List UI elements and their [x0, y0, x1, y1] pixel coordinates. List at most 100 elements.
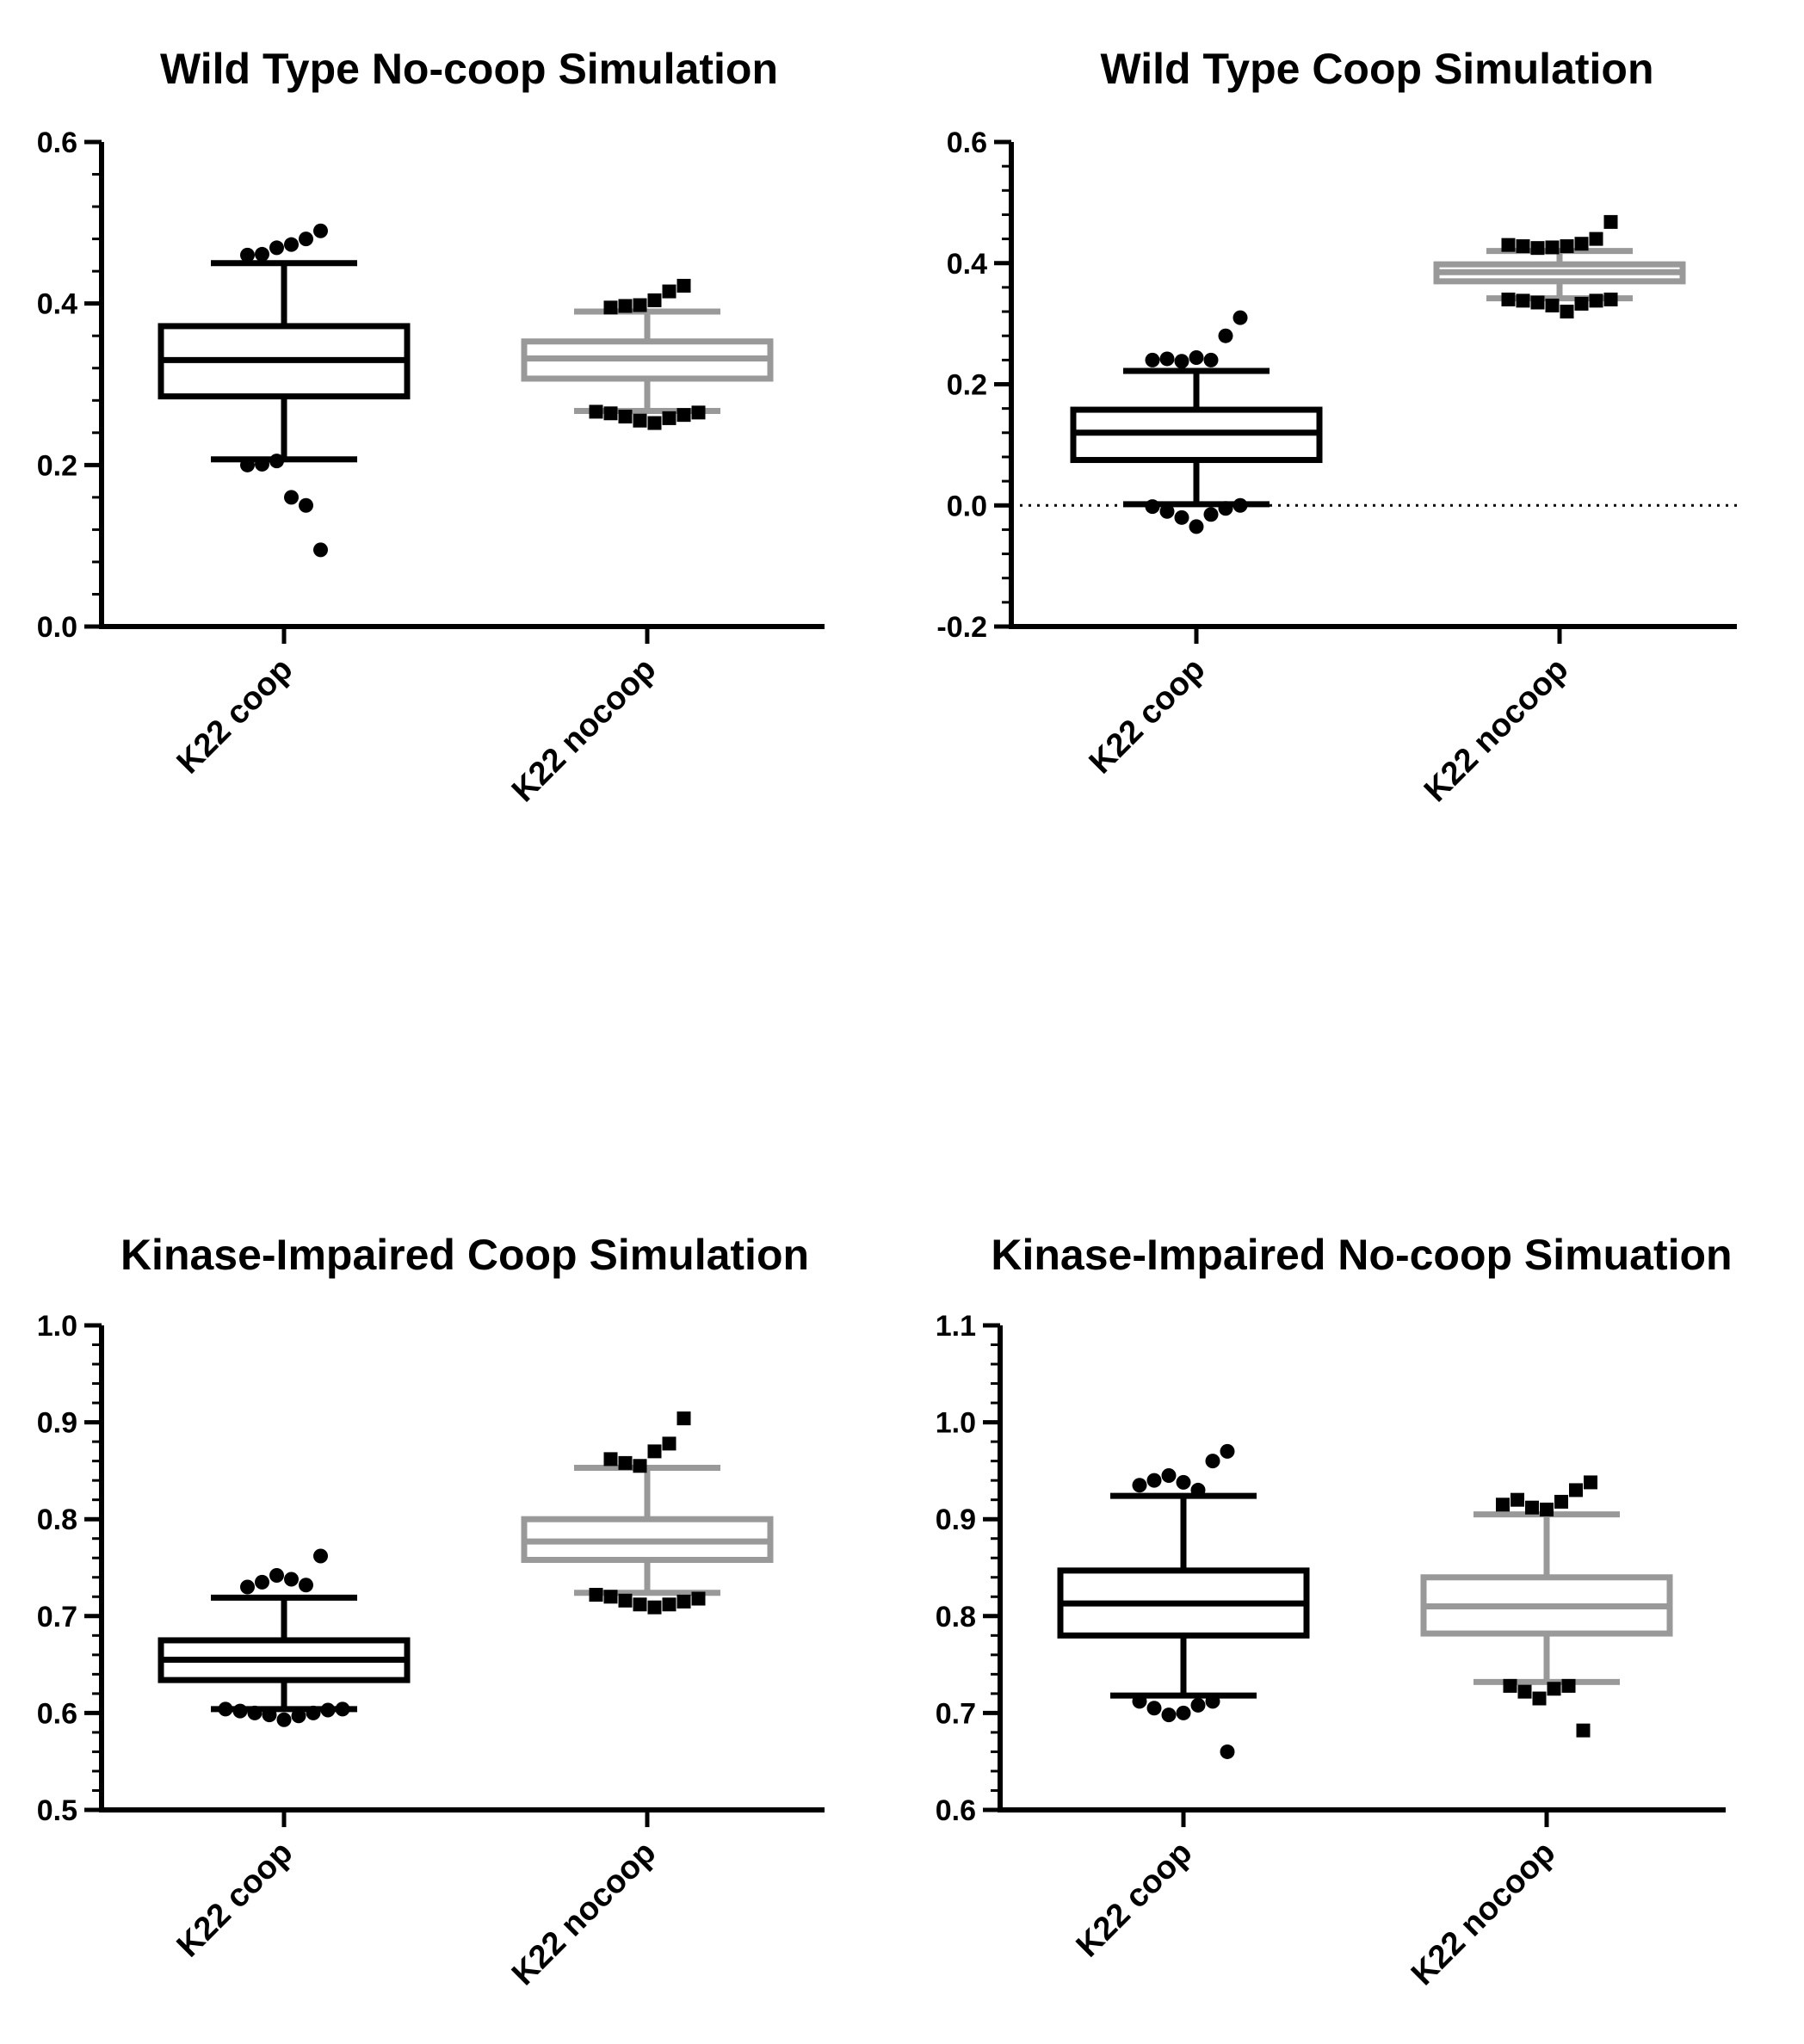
x-category-label: K22 nocoop: [505, 651, 663, 809]
y-tick-label: 0.8: [37, 1504, 77, 1536]
outlier-point: [1525, 1500, 1539, 1515]
box-plot-k22-coop: [158, 1548, 411, 1727]
y-tick-label: 0.0: [37, 611, 77, 644]
y-tick-label: 0.0: [947, 490, 987, 522]
outlier-point: [1174, 354, 1189, 369]
x-category-label: K22 nocoop: [1405, 1835, 1562, 1992]
outlier-point: [1576, 1723, 1591, 1738]
box-plot-k22-nocoop: [1420, 1475, 1673, 1738]
outlier-point: [1532, 1691, 1547, 1706]
outlier-point: [1220, 1744, 1235, 1759]
outlier-point: [1174, 509, 1189, 525]
y-tick-label: 0.5: [37, 1794, 77, 1827]
outlier-point: [284, 490, 299, 505]
outlier-point: [1159, 503, 1175, 519]
outlier-point: [299, 497, 313, 513]
outlier-point: [618, 1593, 633, 1608]
outlier-point: [603, 300, 618, 315]
box-plot-k22-coop: [158, 223, 411, 558]
outlier-point: [618, 410, 633, 424]
y-tick-label: 0.7: [936, 1697, 976, 1730]
x-category-label: K22 coop: [1070, 1835, 1200, 1965]
outlier-point: [1574, 296, 1589, 311]
x-category-label: K22 nocoop: [505, 1835, 663, 1992]
outlier-point: [313, 1548, 328, 1564]
outlier-point: [676, 1411, 691, 1426]
outlier-point: [306, 1705, 321, 1720]
chart-title: Wild Type No-coop Simulation: [160, 45, 778, 93]
outlier-point: [1233, 497, 1248, 513]
outlier-point: [255, 456, 269, 472]
outlier-point: [1584, 1475, 1597, 1490]
y-tick-label: 0.6: [37, 1697, 77, 1730]
box-plot-k22-nocoop: [1433, 214, 1686, 319]
chart-panel-3: Kinase-Impaired Coop Simulation 0.5 0.6 0.7…: [37, 1231, 825, 1992]
outlier-point: [1501, 292, 1516, 306]
outlier-point: [335, 1701, 350, 1717]
outlier-point: [647, 1444, 662, 1459]
outlier-point: [240, 247, 255, 262]
outlier-point: [1176, 1474, 1191, 1490]
outlier-point: [255, 246, 269, 262]
outlier-point: [1218, 501, 1233, 516]
outlier-point: [1516, 293, 1530, 308]
outlier-point: [269, 240, 284, 256]
y-tick-label: 0.6: [936, 1794, 976, 1827]
outlier-point: [633, 1597, 647, 1612]
box-plot-k22-coop: [1057, 1443, 1310, 1759]
chart-title: Kinase-Impaired Coop Simulation: [120, 1231, 809, 1279]
outlier-point: [1560, 239, 1574, 254]
outlier-point: [633, 1459, 647, 1473]
outlier-point: [1176, 1705, 1191, 1720]
outlier-point: [1603, 214, 1618, 229]
box-plot-k22-coop: [1070, 310, 1323, 534]
chart-panel-4: Kinase-Impaired No-coop Simuation 0.6 0.7 0…: [936, 1231, 1733, 1992]
outlier-point: [313, 223, 328, 238]
y-tick-label: 0.6: [947, 127, 987, 159]
chart-panel-2: Wild Type Coop Simulation -0.2 0.0 0.2 0.4 0.…: [936, 45, 1737, 809]
outlier-point: [240, 1579, 255, 1595]
box-plot-k22-nocoop: [521, 1411, 774, 1615]
outlier-point: [320, 1702, 336, 1718]
outlier-point: [313, 542, 328, 558]
y-tick-label: -0.2: [936, 611, 987, 644]
outlier-point: [1205, 1454, 1220, 1469]
outlier-point: [618, 1455, 633, 1470]
outlier-point: [299, 232, 313, 247]
outlier-point: [1545, 299, 1560, 313]
x-category-label: K22 nocoop: [1418, 651, 1575, 809]
y-tick-label: 1.1: [936, 1310, 976, 1343]
outlier-point: [589, 404, 603, 419]
outlier-point: [1146, 1473, 1162, 1488]
outlier-point: [1530, 295, 1545, 310]
outlier-point: [1159, 351, 1175, 367]
outlier-point: [603, 1590, 618, 1604]
outlier-point: [255, 1574, 269, 1590]
outlier-point: [1517, 1684, 1532, 1699]
outlier-point: [1203, 352, 1219, 367]
outlier-point: [247, 1705, 263, 1720]
y-tick-label: 0.2: [947, 369, 987, 402]
outlier-point: [1190, 1697, 1206, 1713]
outlier-point: [1161, 1468, 1177, 1484]
y-tick-label: 1.0: [37, 1310, 77, 1343]
outlier-point: [262, 1707, 277, 1723]
x-category-label: K22 coop: [170, 1835, 300, 1965]
y-tick-label: 0.9: [37, 1407, 77, 1440]
outlier-point: [662, 1436, 676, 1451]
outlier-point: [276, 1712, 292, 1727]
y-tick-label: 0.2: [37, 449, 77, 482]
outlier-point: [269, 454, 284, 469]
outlier-point: [1560, 305, 1574, 319]
outlier-point: [1132, 1478, 1147, 1493]
chart-panel-1: Wild Type No-coop Simulation 0.0 0.2 0.4 0.6…: [37, 45, 825, 809]
y-tick-label: 0.4: [947, 248, 987, 281]
outlier-point: [1589, 232, 1603, 246]
y-tick-label: 0.8: [936, 1601, 976, 1633]
outlier-point: [676, 279, 691, 293]
outlier-point: [662, 411, 676, 425]
outlier-point: [1561, 1678, 1576, 1693]
outlier-point: [269, 1568, 284, 1584]
outlier-point: [633, 413, 647, 428]
outlier-point: [662, 1597, 676, 1612]
